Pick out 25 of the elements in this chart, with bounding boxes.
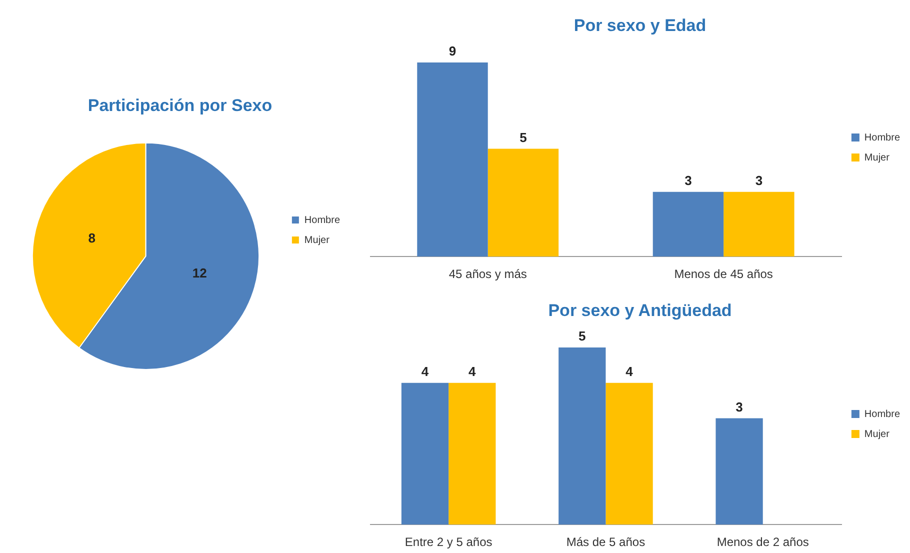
x-tick-label: Menos de 2 años [716,535,809,550]
data-label: 9 [448,43,456,58]
x-tick-label: 45 años y más [448,267,527,282]
data-label: 5 [520,130,527,145]
chart-title: Participación por Sexo [88,96,272,115]
data-label: 4 [626,364,634,379]
legend-label: Hombre [864,132,900,144]
legend-label: Hombre [304,214,340,226]
data-label: 3 [736,399,743,414]
data-label: 5 [578,328,586,344]
legend-label: Mujer [864,152,890,164]
data-label: 3 [755,172,763,188]
legend-label: Mujer [864,428,890,440]
chart-title: Por sexo y Antigüedad [548,300,732,320]
x-tick-label: Más de 5 años [566,535,646,550]
legend-label: Hombre [864,408,900,420]
x-tick-label: Entre 2 y 5 años [404,535,492,550]
data-label: 8 [88,230,96,246]
chart-title: Por sexo y Edad [574,16,706,35]
x-tick-label: Menos de 45 años [674,267,773,282]
data-label: 12 [192,265,207,280]
data-label: 3 [684,172,692,188]
data-label: 4 [468,364,477,379]
legend-label: Mujer [304,234,330,246]
data-label: 4 [421,364,430,379]
